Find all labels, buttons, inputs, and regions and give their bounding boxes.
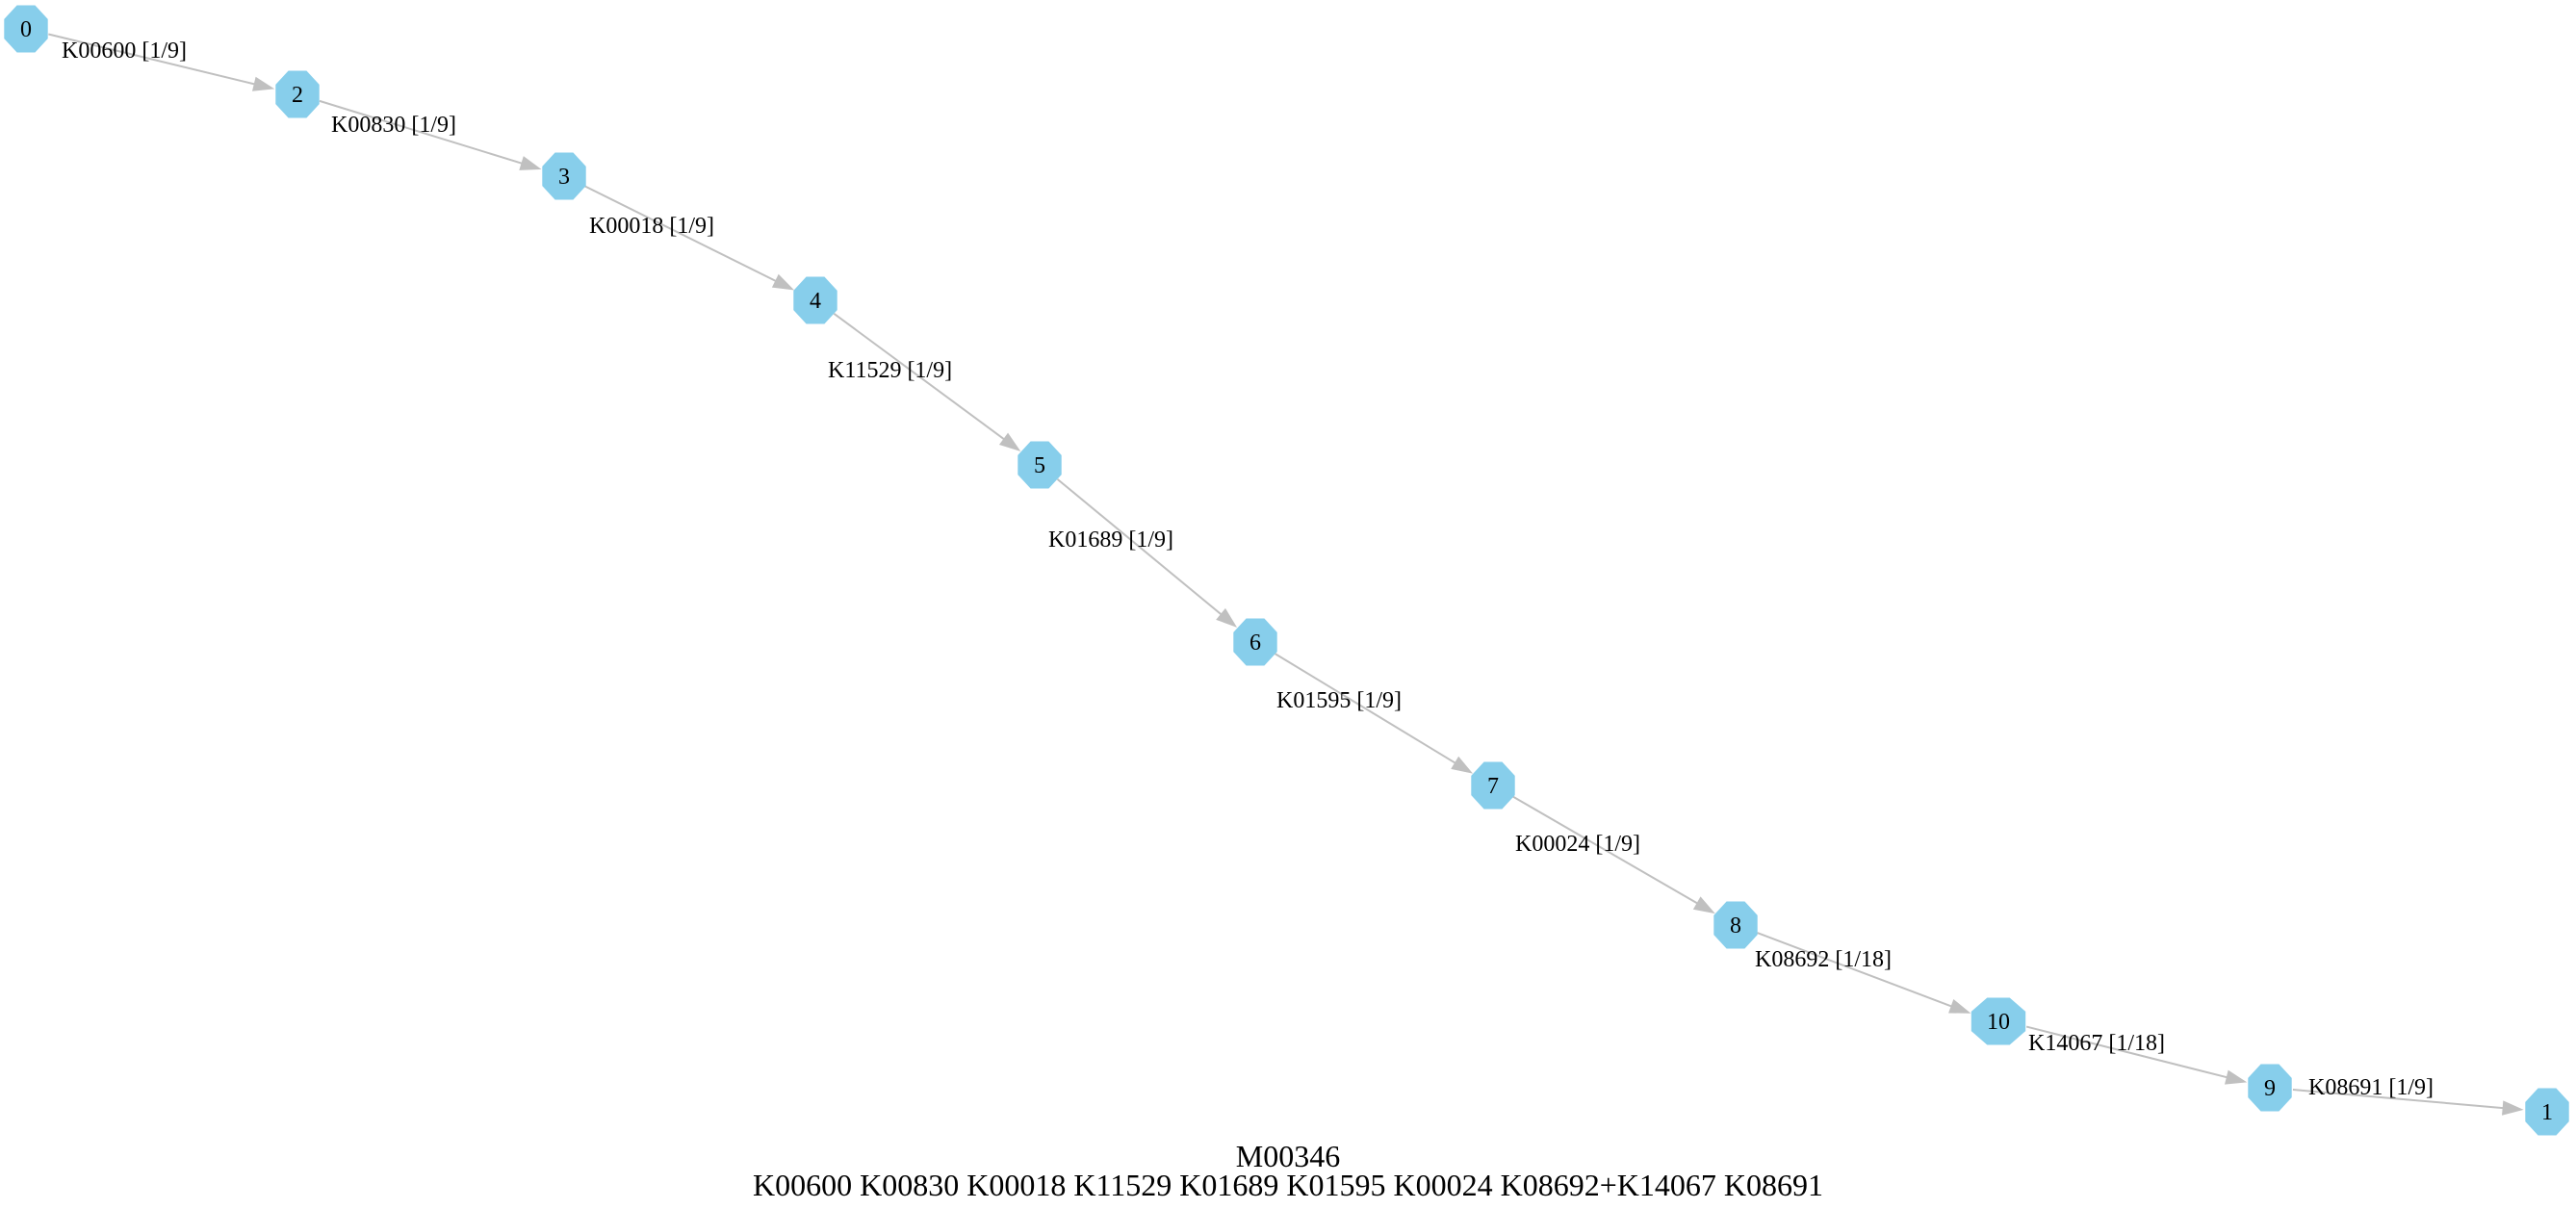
node-octagon [1018, 441, 1062, 489]
node-octagon [793, 276, 837, 324]
edge-4-5: K11529 [1/9] [828, 313, 1021, 451]
node-label: 3 [558, 165, 570, 190]
edge-label: K00830 [1/9] [331, 113, 456, 138]
node-label: 5 [1034, 453, 1045, 478]
edge-10-9: K14067 [1/18] [2025, 1025, 2248, 1085]
arrowhead [1216, 607, 1238, 628]
edge-line [1757, 932, 1952, 1008]
node-label: 10 [1987, 1010, 2010, 1035]
arrowhead [771, 273, 795, 291]
edge-line [1056, 478, 1223, 615]
node-octagon [1713, 901, 1758, 949]
node-octagon [1233, 618, 1277, 666]
edge-0-2: K00600 [1/9] [48, 33, 275, 91]
edge-2-3: K00830 [1/9] [319, 99, 542, 170]
edge-7-8: K00024 [1/9] [1512, 795, 1715, 914]
edges-layer: K00600 [1/9] K00830 [1/9] K00018 [1/9] K115… [48, 33, 2524, 1116]
edge-line [584, 185, 777, 282]
node-label: 4 [810, 289, 821, 314]
edge-line [1512, 795, 1698, 905]
edge-line [2025, 1025, 2228, 1079]
edge-line [48, 33, 255, 86]
node-octagon [2525, 1088, 2569, 1136]
edge-8-10: K08692 [1/18] [1755, 932, 1971, 1014]
node-8: 8 [1713, 901, 1758, 949]
arrowhead [2502, 1100, 2524, 1116]
node-octagon [1471, 761, 1515, 810]
graph-subtitle: K00600 K00830 K00018 K11529 K01689 K0159… [753, 1168, 1823, 1202]
node-label: 0 [20, 17, 32, 42]
edge-5-6: K01689 [1/9] [1048, 478, 1238, 628]
node-0: 0 [4, 5, 48, 53]
nodes-layer: 0 2 3 4 5 6 7 8 10 9 1 [4, 5, 2569, 1136]
edge-label: K00018 [1/9] [589, 214, 714, 239]
edge-6-7: K01595 [1/9] [1275, 653, 1474, 774]
node-octagon [2248, 1064, 2292, 1112]
node-5: 5 [1018, 441, 1062, 489]
node-3: 3 [542, 152, 586, 200]
edge-line [833, 313, 1005, 440]
edge-label: K08691 [1/9] [2308, 1075, 2434, 1100]
arrowhead [1692, 896, 1715, 914]
edge-9-1: K08691 [1/9] [2292, 1075, 2524, 1116]
node-7: 7 [1471, 761, 1515, 810]
node-2: 2 [275, 70, 320, 118]
node-octagon [4, 5, 48, 53]
edge-label: K00600 [1/9] [62, 39, 187, 64]
node-6: 6 [1233, 618, 1277, 666]
node-1: 1 [2525, 1088, 2569, 1136]
node-10: 10 [1971, 997, 2026, 1045]
edge-line [2292, 1089, 2504, 1110]
node-octagon [275, 70, 320, 118]
edge-label: K08692 [1/18] [1755, 947, 1892, 972]
node-octagon [1971, 997, 2026, 1045]
node-9: 9 [2248, 1064, 2292, 1112]
node-label: 6 [1249, 630, 1261, 656]
arrowhead [251, 76, 275, 91]
arrowhead [1451, 756, 1474, 774]
node-label: 7 [1487, 774, 1499, 799]
edge-label: K01689 [1/9] [1048, 527, 1173, 553]
node-label: 2 [292, 83, 303, 108]
arrowhead [519, 156, 542, 170]
arrowhead [1948, 998, 1971, 1014]
arrowhead [998, 432, 1021, 451]
edge-line [1275, 653, 1456, 764]
node-octagon [542, 152, 586, 200]
edge-3-4: K00018 [1/9] [584, 185, 795, 291]
node-4: 4 [793, 276, 837, 324]
node-label: 8 [1730, 913, 1741, 939]
arrowhead [2225, 1069, 2248, 1085]
edge-label: K01595 [1/9] [1276, 688, 1402, 713]
edge-label: K14067 [1/18] [2028, 1031, 2165, 1056]
graph-title: M00346 [1236, 1139, 1340, 1173]
edge-label: K11529 [1/9] [828, 358, 952, 383]
node-label: 9 [2264, 1076, 2276, 1101]
edge-label: K00024 [1/9] [1515, 832, 1640, 857]
edge-line [319, 99, 523, 165]
node-label: 1 [2541, 1100, 2553, 1125]
